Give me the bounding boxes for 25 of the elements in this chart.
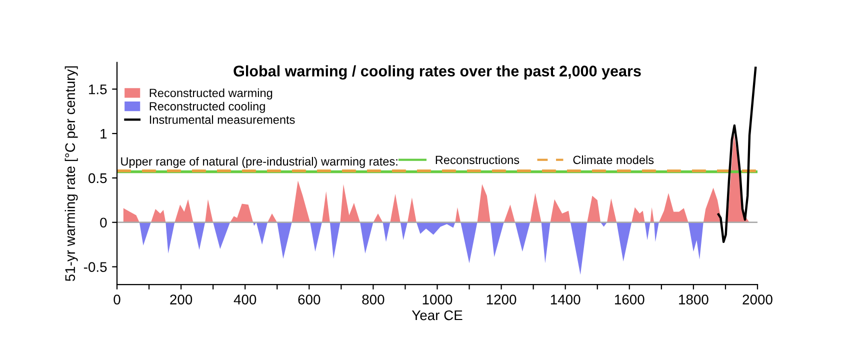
- y-axis-title: 51-yr warming rate [°C per century]: [64, 66, 78, 282]
- x-axis-title: Year CE: [412, 310, 462, 320]
- legend-label: Instrumental measurements: [150, 115, 295, 124]
- x-tick-label: 400: [234, 294, 256, 304]
- x-tick-label: 1800: [679, 294, 708, 304]
- y-tick-label: 1.5: [89, 84, 107, 94]
- x-tick-label: 1000: [422, 294, 452, 304]
- legend-label: Reconstructions: [436, 155, 520, 164]
- x-tick-label: 1400: [550, 294, 580, 304]
- y-tick-label: 1: [100, 129, 107, 139]
- x-tick-label: 600: [298, 294, 320, 304]
- annotation: Upper range of natural (pre-industrial) warming rates:: [121, 156, 398, 168]
- y-tick-label: 0: [100, 218, 107, 228]
- x-tick-label: 0: [114, 294, 120, 304]
- legend-label: Climate models: [573, 155, 654, 164]
- legend-label: Reconstructed warming: [150, 88, 272, 100]
- x-tick-label: 800: [362, 294, 384, 304]
- legend-label: Reconstructed cooling: [150, 102, 265, 113]
- x-tick-label: 1200: [486, 294, 516, 304]
- chart-title: Global warming / cooling rates over the past 2,000 years: [234, 65, 641, 80]
- y-tick-label: -0.5: [84, 262, 107, 272]
- x-tick-label: 2000: [742, 294, 772, 304]
- y-tick-label: 0.5: [88, 173, 107, 184]
- x-tick-label: 1600: [615, 294, 644, 304]
- x-tick-label: 200: [170, 294, 192, 304]
